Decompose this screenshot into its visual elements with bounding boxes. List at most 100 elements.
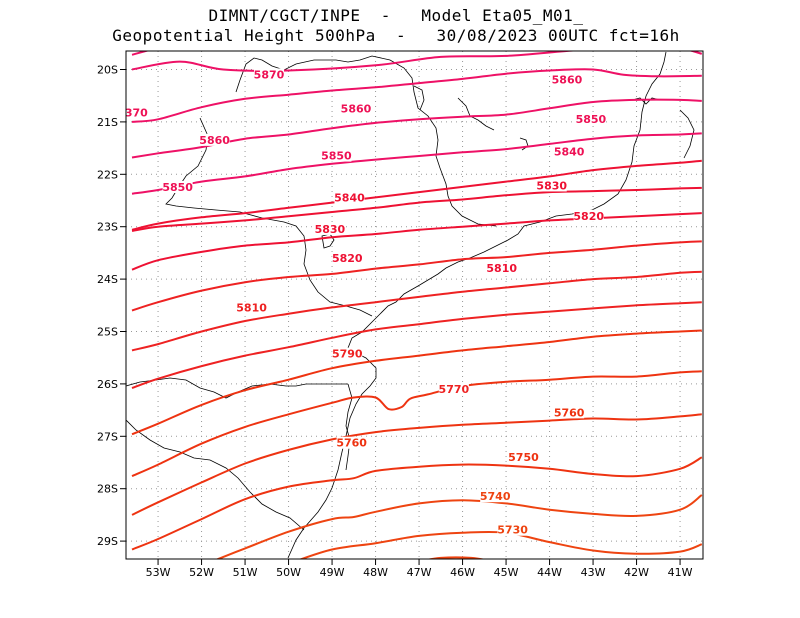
contour-label: 5820 <box>573 210 604 223</box>
contour-label: 5840 <box>334 192 365 205</box>
contour-label-background <box>314 222 345 235</box>
contour-label: 5750 <box>508 451 539 464</box>
contour-label-background <box>575 112 606 125</box>
contour-5830 <box>131 159 702 231</box>
y-tick-label: 23S <box>97 221 118 234</box>
contour-5820 <box>131 186 702 232</box>
x-tick-label: 45W <box>494 566 519 579</box>
x-tick-label: 50W <box>276 566 301 579</box>
y-tick-label: 27S <box>97 430 118 443</box>
contour-label-background <box>236 301 267 314</box>
state-border <box>125 377 348 399</box>
contour-label-background <box>321 149 352 162</box>
contour-label: 5840 <box>554 145 585 158</box>
y-tick-label: 25S <box>97 326 118 339</box>
x-tick-label: 52W <box>189 566 214 579</box>
y-tick-label: 21S <box>97 116 118 129</box>
contour-label: 5810 <box>236 302 267 315</box>
contour-5740 <box>131 456 703 551</box>
contour-label: 5770 <box>439 383 470 396</box>
y-tick-label: 24S <box>97 273 118 286</box>
x-tick-label: 42W <box>624 566 649 579</box>
state-border <box>165 117 373 317</box>
chart-title-line-1: DIMNT/CGCT/INPE - Model Eta05_M01_ <box>208 6 584 25</box>
contour-5790 <box>131 270 702 352</box>
contour-label-background <box>508 450 539 463</box>
contour-label: 5760 <box>336 437 367 450</box>
contour-label-background <box>480 490 511 503</box>
contour-label-background <box>340 102 371 115</box>
lake <box>413 85 425 111</box>
contour-label-background <box>336 436 367 449</box>
contour-label: 370 <box>125 107 148 120</box>
contour-label: 5870 <box>254 68 285 81</box>
contour-label: 5820 <box>332 252 363 265</box>
x-tick-label: 46W <box>450 566 475 579</box>
state-border <box>345 383 353 471</box>
contour-5870 <box>131 51 703 72</box>
x-tick-label: 49W <box>320 566 345 579</box>
coastline-and-borders <box>125 51 695 559</box>
contour-label-background <box>332 347 363 360</box>
x-tick-label: 43W <box>581 566 606 579</box>
contour-label: 5830 <box>536 179 567 192</box>
contour-label-background <box>334 191 365 204</box>
map-frame <box>125 50 704 560</box>
contour-label: 5830 <box>315 223 346 236</box>
contour-label: 5860 <box>199 134 230 147</box>
contour-label: 5860 <box>341 102 372 115</box>
gridlines <box>126 51 703 559</box>
x-tick-label: 53W <box>146 566 171 579</box>
x-tick-label: 51W <box>233 566 258 579</box>
contour-5780 <box>131 301 702 390</box>
contour-label-background <box>536 179 567 192</box>
chart-title-line-2: Geopotential Height 500hPa - 30/08/2023 … <box>112 26 680 45</box>
contour-5760 <box>131 370 702 478</box>
contour-label: 5790 <box>332 348 363 361</box>
x-tick-label: 47W <box>407 566 432 579</box>
x-tick-label: 41W <box>668 566 693 579</box>
contour-5770 <box>131 329 702 436</box>
contour-label: 5760 <box>554 406 585 419</box>
contour-label: 5860 <box>552 74 583 87</box>
contour-label: 5850 <box>162 181 193 194</box>
x-tick-label: 48W <box>363 566 388 579</box>
contour-5800 <box>131 240 702 312</box>
contour-labels: 5870 5860 5860 5850 5860 5850 5840 5850 5840 5830… <box>121 68 607 537</box>
contour-label-background <box>162 181 193 194</box>
contour-5810 <box>131 212 702 271</box>
y-tick-label: 29S <box>97 535 118 548</box>
contour-label: 5850 <box>321 150 352 163</box>
contour-5730 <box>215 494 703 559</box>
lake <box>457 97 495 131</box>
contour-5850 <box>131 98 702 159</box>
y-tick-label: 26S <box>97 378 118 391</box>
contour-5840 <box>131 132 702 195</box>
contour-label-background <box>199 133 230 146</box>
contour-label: 5850 <box>576 113 607 126</box>
contour-label-background <box>253 68 284 81</box>
state-border <box>125 419 305 531</box>
contour-label: 5730 <box>497 524 528 537</box>
y-tick-label: 20S <box>97 64 118 77</box>
contour-label: 5810 <box>486 262 517 275</box>
coastline <box>287 51 667 559</box>
axis-ticks: 53W 52W 51W 50W 49W 48W 47W 46W 45W 44W 43W 42W 41W 2… <box>97 64 693 580</box>
lake <box>679 109 695 159</box>
contour-label-background <box>554 406 585 419</box>
y-tick-label: 22S <box>97 168 118 181</box>
contour-label-background <box>551 73 582 86</box>
contour-5750 <box>131 413 702 516</box>
x-tick-label: 44W <box>537 566 562 579</box>
y-tick-label: 28S <box>97 483 118 496</box>
contour-label-background <box>497 523 528 536</box>
contour-5860 <box>131 68 702 123</box>
contour-label-background <box>554 145 585 158</box>
contour-label-background <box>438 382 469 395</box>
contour-5710 <box>425 556 487 559</box>
contour-label-background <box>486 262 517 275</box>
contour-label: 5740 <box>480 490 511 503</box>
contour-label-background <box>573 209 604 222</box>
contour-lines <box>131 51 703 559</box>
